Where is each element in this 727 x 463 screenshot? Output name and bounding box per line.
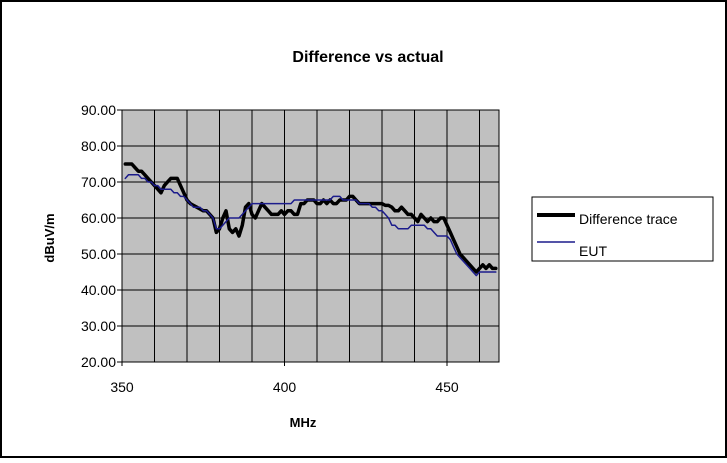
x-tick-label: 400 — [273, 379, 297, 395]
y-tick-label: 60.00 — [81, 210, 116, 226]
chart-title: Difference vs actual — [292, 49, 443, 66]
plot-frame — [121, 109, 500, 363]
plot-area — [121, 109, 500, 363]
legend-box — [531, 196, 714, 262]
y-tick-label: 30.00 — [81, 318, 116, 334]
legend-label-eut: EUT — [579, 243, 607, 259]
y-tick-label: 80.00 — [81, 138, 116, 154]
y-tick-label: 40.00 — [81, 282, 116, 298]
series-lines — [123, 162, 498, 277]
y-tick-label: 70.00 — [81, 174, 116, 190]
legend-label-difference-trace: Difference trace — [579, 211, 678, 227]
y-tick-label: 90.00 — [81, 102, 116, 118]
x-tick-label: 350 — [110, 379, 134, 395]
y-tick-label: 50.00 — [81, 246, 116, 262]
x-tick-label: 450 — [435, 379, 459, 395]
y-axis-label: dBuV/m — [42, 213, 57, 262]
gridlines — [122, 110, 499, 362]
y-tick-label: 20.00 — [81, 354, 116, 370]
axes: 20.00 30.00 40.00 50.00 60.00 70.00 80.00 90.00… — [81, 102, 500, 395]
series-line-eut — [124, 174, 497, 277]
legend: Difference trace EUT — [531, 196, 714, 262]
x-axis-label: MHz — [290, 415, 317, 430]
